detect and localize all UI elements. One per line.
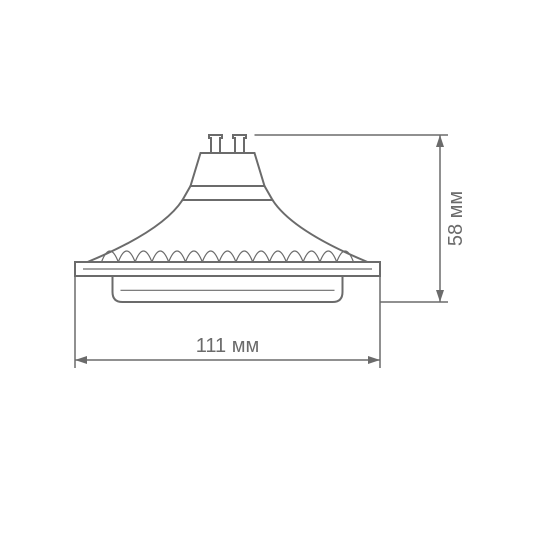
width-arrow-right <box>368 356 380 364</box>
pin-right <box>233 135 246 153</box>
pin-left <box>209 135 222 153</box>
lens <box>113 276 343 302</box>
gu10-cap <box>191 153 265 186</box>
width-label: 111 мм <box>196 335 259 357</box>
height-label: 58 мм <box>445 191 467 246</box>
width-arrow-left <box>75 356 87 364</box>
neck-step <box>183 186 273 200</box>
height-arrow-bottom <box>436 290 444 302</box>
height-arrow-top <box>436 135 444 147</box>
heatsink-fins <box>102 251 354 262</box>
